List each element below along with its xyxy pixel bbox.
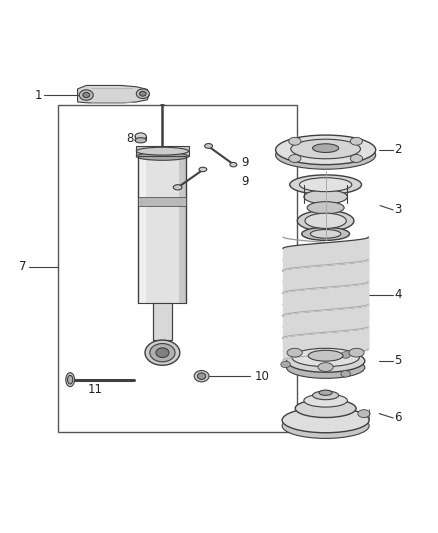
Text: 3: 3: [395, 204, 402, 216]
Bar: [153, 303, 172, 341]
Ellipse shape: [305, 213, 346, 229]
Text: 10: 10: [254, 370, 269, 383]
Text: 8: 8: [126, 133, 134, 146]
Ellipse shape: [292, 349, 359, 367]
Ellipse shape: [304, 394, 347, 407]
Ellipse shape: [287, 349, 302, 357]
Ellipse shape: [289, 155, 301, 163]
Ellipse shape: [276, 135, 376, 165]
Ellipse shape: [66, 373, 74, 386]
Text: 6: 6: [395, 411, 402, 424]
Bar: [58, 106, 297, 432]
Ellipse shape: [150, 344, 175, 362]
Ellipse shape: [349, 349, 364, 357]
Ellipse shape: [135, 138, 146, 143]
Ellipse shape: [205, 143, 212, 148]
Ellipse shape: [136, 89, 149, 99]
Text: 5: 5: [395, 354, 402, 367]
Ellipse shape: [302, 228, 350, 240]
Text: 2: 2: [395, 143, 402, 156]
Ellipse shape: [300, 177, 352, 192]
Bar: [179, 156, 186, 303]
Ellipse shape: [173, 184, 182, 190]
Ellipse shape: [295, 399, 356, 417]
Ellipse shape: [318, 362, 333, 372]
Ellipse shape: [291, 139, 360, 159]
Ellipse shape: [286, 357, 365, 378]
Ellipse shape: [145, 340, 180, 365]
Ellipse shape: [135, 133, 146, 140]
Ellipse shape: [350, 155, 363, 163]
Ellipse shape: [83, 92, 90, 98]
Ellipse shape: [230, 163, 237, 167]
Ellipse shape: [308, 350, 343, 361]
Bar: [138, 156, 146, 303]
Text: 9: 9: [241, 156, 249, 168]
Ellipse shape: [319, 390, 332, 395]
Ellipse shape: [199, 167, 207, 172]
Ellipse shape: [79, 90, 93, 100]
Text: 11: 11: [88, 383, 102, 395]
Bar: [138, 197, 186, 206]
Ellipse shape: [286, 350, 365, 372]
Text: 9: 9: [241, 175, 249, 188]
Ellipse shape: [307, 201, 344, 214]
Ellipse shape: [289, 138, 301, 145]
Ellipse shape: [136, 147, 188, 155]
Ellipse shape: [341, 370, 350, 377]
Ellipse shape: [297, 211, 354, 231]
Ellipse shape: [140, 91, 146, 96]
Ellipse shape: [313, 144, 339, 152]
Ellipse shape: [282, 408, 369, 433]
Ellipse shape: [282, 413, 369, 439]
Text: 7: 7: [18, 260, 26, 273]
Ellipse shape: [313, 391, 339, 400]
Ellipse shape: [194, 370, 209, 382]
Text: 4: 4: [395, 288, 402, 301]
Ellipse shape: [311, 230, 341, 238]
Ellipse shape: [67, 375, 73, 384]
Ellipse shape: [341, 352, 350, 358]
Ellipse shape: [290, 175, 361, 195]
Ellipse shape: [358, 410, 370, 417]
Ellipse shape: [276, 141, 376, 169]
Bar: [136, 146, 188, 156]
Text: 1: 1: [35, 89, 42, 102]
Ellipse shape: [156, 348, 169, 358]
Ellipse shape: [198, 373, 206, 379]
Bar: [138, 156, 186, 303]
Ellipse shape: [304, 190, 347, 204]
Polygon shape: [78, 85, 149, 103]
Ellipse shape: [350, 138, 363, 145]
Ellipse shape: [281, 361, 290, 368]
Ellipse shape: [136, 152, 188, 160]
